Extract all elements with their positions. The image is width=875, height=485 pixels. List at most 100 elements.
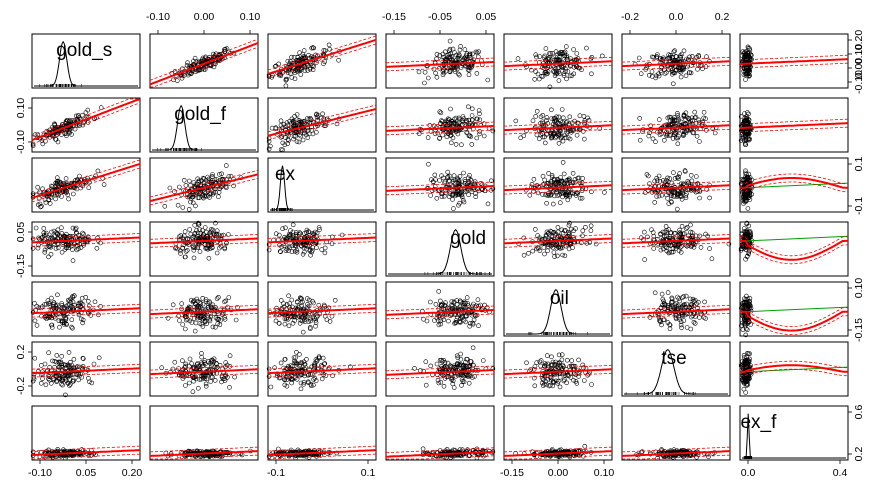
scatter-points: [267, 293, 338, 335]
loess-spread-lower: [31, 167, 141, 203]
loess-smoother: [31, 449, 141, 456]
loess-smoother: [149, 173, 259, 203]
loess-spread-upper: [503, 180, 613, 187]
scatter-points: [632, 48, 712, 87]
linear-fit-line: [739, 366, 849, 373]
panel-gold_s-tse: [621, 33, 731, 89]
loess-spread-lower: [31, 103, 141, 145]
variable-label-ex: ex: [275, 164, 296, 185]
rug-marks: [157, 148, 202, 151]
loess-smoother: [385, 125, 495, 132]
rug-marks: [625, 392, 696, 395]
panel-ex_f-gold_f: [149, 405, 259, 461]
loess-spread-upper: [149, 38, 259, 81]
panel-oil-gold: [385, 281, 495, 337]
loess-spread-upper: [503, 364, 613, 371]
panel-frame: [267, 33, 377, 89]
panel-ex-gold_s: [30, 157, 141, 213]
panel-frame: [739, 281, 849, 337]
tick-label-bottom-ex: -0.1: [267, 467, 285, 479]
panel-frame: [385, 405, 495, 461]
tick-label-top-gold_f: -0.10: [146, 11, 170, 23]
panel-ex_f-tse: [621, 405, 731, 461]
loess-spread-upper: [739, 54, 849, 61]
loess-spread-upper: [621, 304, 731, 311]
loess-smoother: [149, 450, 259, 457]
loess-spread-upper: [503, 446, 613, 453]
tick-label-right-oil: 0.10: [853, 278, 865, 299]
panel-frame: [149, 221, 259, 277]
panel-oil-gold_s: [30, 281, 141, 337]
loess-spread-lower: [385, 313, 495, 320]
panel-gold_f-gold_f: gold_f: [149, 97, 259, 153]
panel-oil-oil: oil: [503, 281, 613, 337]
tick-label-bottom-gold_s: 0.20: [122, 467, 143, 479]
loess-smoother: [267, 307, 377, 315]
panel-gold_f-ex_f: [738, 97, 849, 153]
loess-smoother: [503, 368, 613, 376]
loess-spread-upper: [267, 35, 377, 71]
panel-ex-gold: [385, 157, 496, 213]
density-curve: [270, 165, 374, 211]
loess-smoother: [149, 368, 259, 376]
loess-spread-lower: [621, 188, 731, 195]
scatter-points: [165, 295, 240, 334]
loess-smoother: [621, 60, 731, 68]
panel-gold_f-ex: [266, 97, 377, 153]
loess-spread-lower: [621, 128, 731, 135]
panel-ex_f-ex_f: ex_f: [739, 405, 849, 461]
panel-frame: [503, 221, 613, 277]
tick-label-top-tse: -0.2: [621, 11, 639, 23]
panel-gold_s-ex_f: [739, 33, 849, 89]
panel-ex-ex_f: [738, 157, 849, 213]
loess-smoother: [31, 367, 141, 375]
panel-frame: [267, 405, 377, 461]
loess-spread-upper: [739, 118, 849, 125]
scatter-points: [523, 160, 607, 207]
tick-label-right-oil: -0.15: [853, 318, 865, 342]
tick-label-right-ex: -0.1: [853, 197, 865, 215]
loess-spread-lower: [149, 242, 259, 248]
loess-smoother: [621, 184, 731, 192]
loess-spread-lower: [740, 181, 848, 193]
loess-smoother: [503, 124, 613, 132]
loess-smoother: [503, 60, 613, 68]
panel-ex_f-oil: [503, 405, 613, 461]
loess-smoother: [503, 184, 613, 192]
tick-label-right-ex: 0.1: [853, 157, 865, 172]
panel-tse-tse: tse: [621, 341, 731, 397]
loess-smoother: [149, 308, 259, 316]
loess-spread-upper: [31, 233, 141, 239]
loess-spread-lower: [267, 241, 377, 247]
loess-smoother: [621, 450, 731, 457]
loess-spread-upper: [503, 234, 613, 240]
panel-gold-oil: [503, 220, 613, 277]
scatter-points: [416, 38, 491, 86]
panel-oil-ex: [267, 281, 377, 337]
tick-label-left-tse: 0.2: [15, 345, 27, 360]
loess-spread-lower: [385, 189, 495, 196]
loess-spread-lower: [503, 372, 613, 379]
loess-smoother: [267, 367, 377, 375]
loess-smoother: [31, 98, 141, 142]
tick-label-top-gold: 0.05: [476, 11, 497, 23]
loess-smoother: [31, 162, 141, 199]
loess-smoother: [739, 122, 849, 129]
panel-frame: [267, 157, 377, 213]
loess-smoother: [149, 237, 259, 245]
loess-spread-lower: [622, 454, 731, 460]
panel-gold_s-gold_s: gold_s: [31, 33, 141, 89]
loess-spread-lower: [504, 454, 613, 460]
linear-fit-line: [739, 235, 849, 242]
tick-label-bottom-gold_s: 0.05: [76, 467, 97, 479]
panel-frame: [267, 221, 377, 277]
panel-gold-tse: [621, 221, 732, 277]
loess-smoother: [385, 61, 495, 68]
loess-spread-lower: [385, 65, 495, 72]
panel-frame: [621, 405, 731, 461]
panel-grid: gold_s gold_fex gold oil tse ex_f: [30, 33, 849, 461]
panel-gold_f-gold_s: [30, 97, 141, 153]
panel-ex_f-gold: [385, 405, 496, 461]
loess-spread-upper: [621, 446, 731, 453]
panel-frame: [267, 97, 377, 153]
